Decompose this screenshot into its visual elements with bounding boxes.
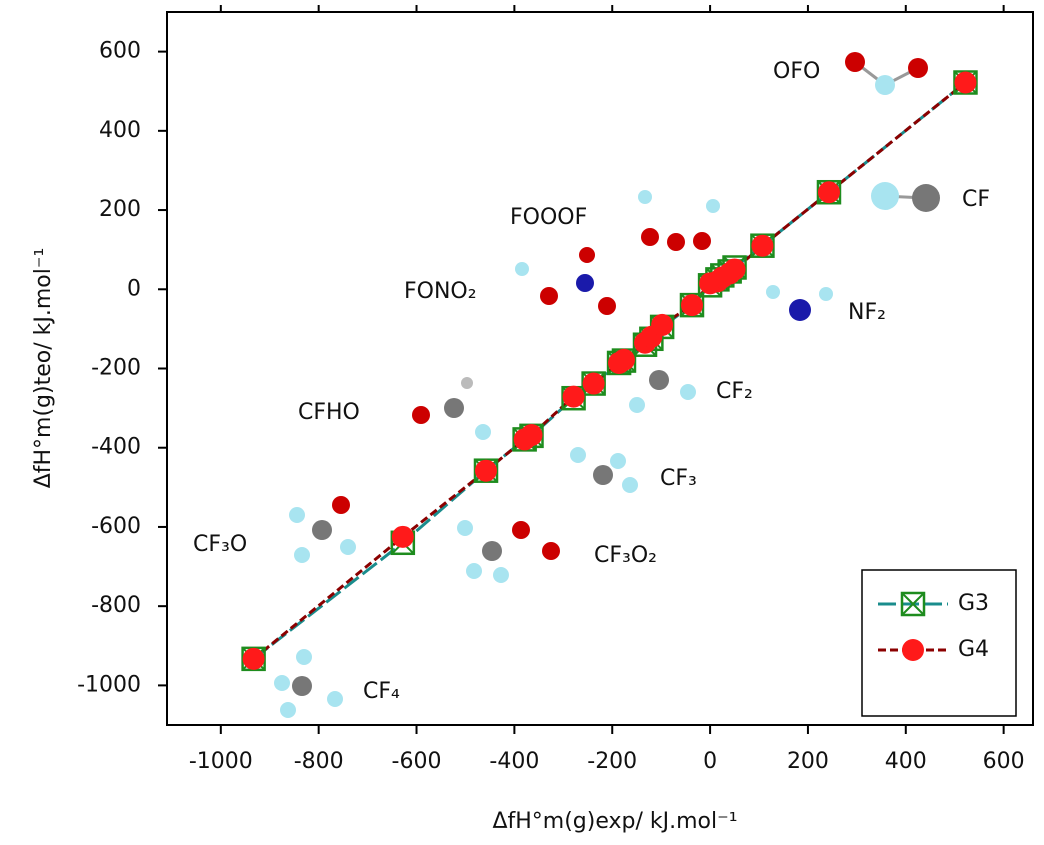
y-tick-label: 400	[99, 118, 141, 143]
point	[817, 181, 840, 204]
point	[582, 372, 605, 395]
point	[954, 71, 977, 94]
point	[520, 424, 543, 447]
annotation: CF₂	[716, 379, 753, 404]
point	[612, 348, 635, 371]
x-tick-label: 0	[703, 749, 717, 774]
x-tick-label: -1000	[189, 749, 253, 774]
point	[242, 647, 265, 670]
legend-label: G4	[958, 637, 989, 662]
annotation: CF₃O	[193, 532, 247, 557]
x-axis-title: ΔfH°m(g)exp/ kJ.mol⁻¹	[492, 809, 737, 834]
y-axis-title: ΔfH°m(g)teo/ kJ.mol⁻¹	[31, 248, 56, 489]
x-tick-label: -400	[489, 749, 539, 774]
marker-box	[900, 591, 926, 617]
point	[680, 294, 703, 317]
x-tick-label: -800	[294, 749, 344, 774]
y-tick-label: -200	[91, 356, 141, 381]
point	[723, 258, 746, 281]
annotation: FOOOF	[510, 205, 587, 230]
molecules	[274, 52, 940, 718]
x-tick-label: 600	[983, 749, 1025, 774]
annotation: CF₃	[660, 466, 697, 491]
series-line	[252, 81, 967, 661]
y-tick-label: -800	[91, 593, 141, 618]
point	[475, 459, 498, 482]
point	[391, 525, 414, 548]
y-tick-label: -1000	[77, 672, 141, 697]
x-tick-label: -600	[392, 749, 442, 774]
y-tick-label: 600	[99, 39, 141, 64]
point	[751, 234, 774, 257]
x-tick-label: 200	[787, 749, 829, 774]
annotation: CF₄	[363, 679, 400, 704]
legend-box	[861, 569, 1017, 717]
legend-marker	[900, 591, 926, 617]
point	[651, 313, 674, 336]
annotation: OFO	[773, 59, 820, 84]
annotation: CF₃O₂	[594, 543, 657, 568]
y-tick-label: -400	[91, 435, 141, 460]
annotation: CF	[962, 187, 990, 212]
legend-marker	[902, 639, 924, 661]
legend-label: G3	[958, 591, 989, 616]
annotation: NF₂	[848, 300, 886, 325]
y-tick-label: -600	[91, 514, 141, 539]
point	[562, 385, 585, 408]
x-tick-label: 400	[885, 749, 927, 774]
y-tick-label: 0	[127, 276, 141, 301]
annotation: FONO₂	[404, 279, 477, 304]
x-tick-label: -200	[587, 749, 637, 774]
marker-cross	[901, 592, 925, 616]
y-tick-label: 200	[99, 197, 141, 222]
annotation: CFHO	[298, 400, 360, 425]
